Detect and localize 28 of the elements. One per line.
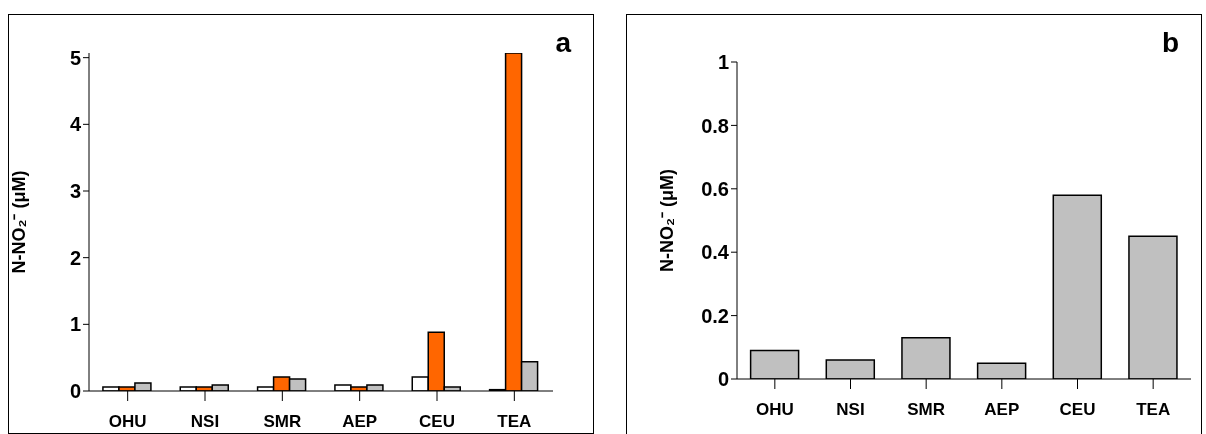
x-tick-label: SMR bbox=[907, 400, 946, 420]
y-tick-label: 1 bbox=[69, 313, 81, 336]
x-tick-label: NSI bbox=[190, 412, 220, 432]
y-tick-label: 3 bbox=[69, 180, 81, 203]
y-tick-label: 4 bbox=[69, 113, 82, 136]
y-tick-label: 0.8 bbox=[701, 114, 729, 137]
y-tick-label: 0.2 bbox=[701, 304, 729, 327]
x-tick-label: NSI bbox=[836, 400, 865, 420]
x-tick-label: SMR bbox=[263, 412, 302, 432]
x-tick-label: AEP bbox=[984, 400, 1020, 420]
text: a bbox=[555, 27, 571, 59]
x-tick-label: AEP bbox=[342, 412, 378, 432]
x-tick-label: TEA bbox=[497, 412, 532, 432]
y-tick-label: 0 bbox=[717, 368, 729, 391]
y-tick-label: 0.4 bbox=[701, 241, 730, 264]
text: b bbox=[1161, 27, 1179, 59]
x-tick-label: OHU bbox=[755, 400, 794, 420]
x-tick-label: TEA bbox=[1136, 400, 1171, 420]
x-tick-label: CEU bbox=[419, 412, 455, 432]
y-axis-title: N-NO₂⁻ (μM) bbox=[657, 169, 678, 272]
x-tick-label: CEU bbox=[1059, 400, 1096, 420]
y-tick-label: 5 bbox=[69, 46, 81, 69]
y-tick-label: 2 bbox=[69, 246, 81, 269]
y-tick-label: 0.6 bbox=[701, 177, 729, 200]
y-axis-title: N-NO₂⁻ (μM) bbox=[9, 170, 30, 274]
y-tick-label: 1 bbox=[717, 51, 729, 74]
y-tick-label: 0 bbox=[69, 380, 81, 403]
x-tick-label: OHU bbox=[108, 412, 147, 432]
